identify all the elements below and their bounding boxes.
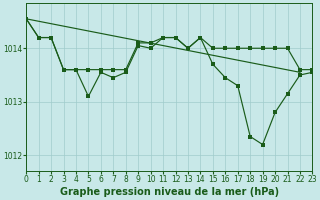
X-axis label: Graphe pression niveau de la mer (hPa): Graphe pression niveau de la mer (hPa) <box>60 187 279 197</box>
